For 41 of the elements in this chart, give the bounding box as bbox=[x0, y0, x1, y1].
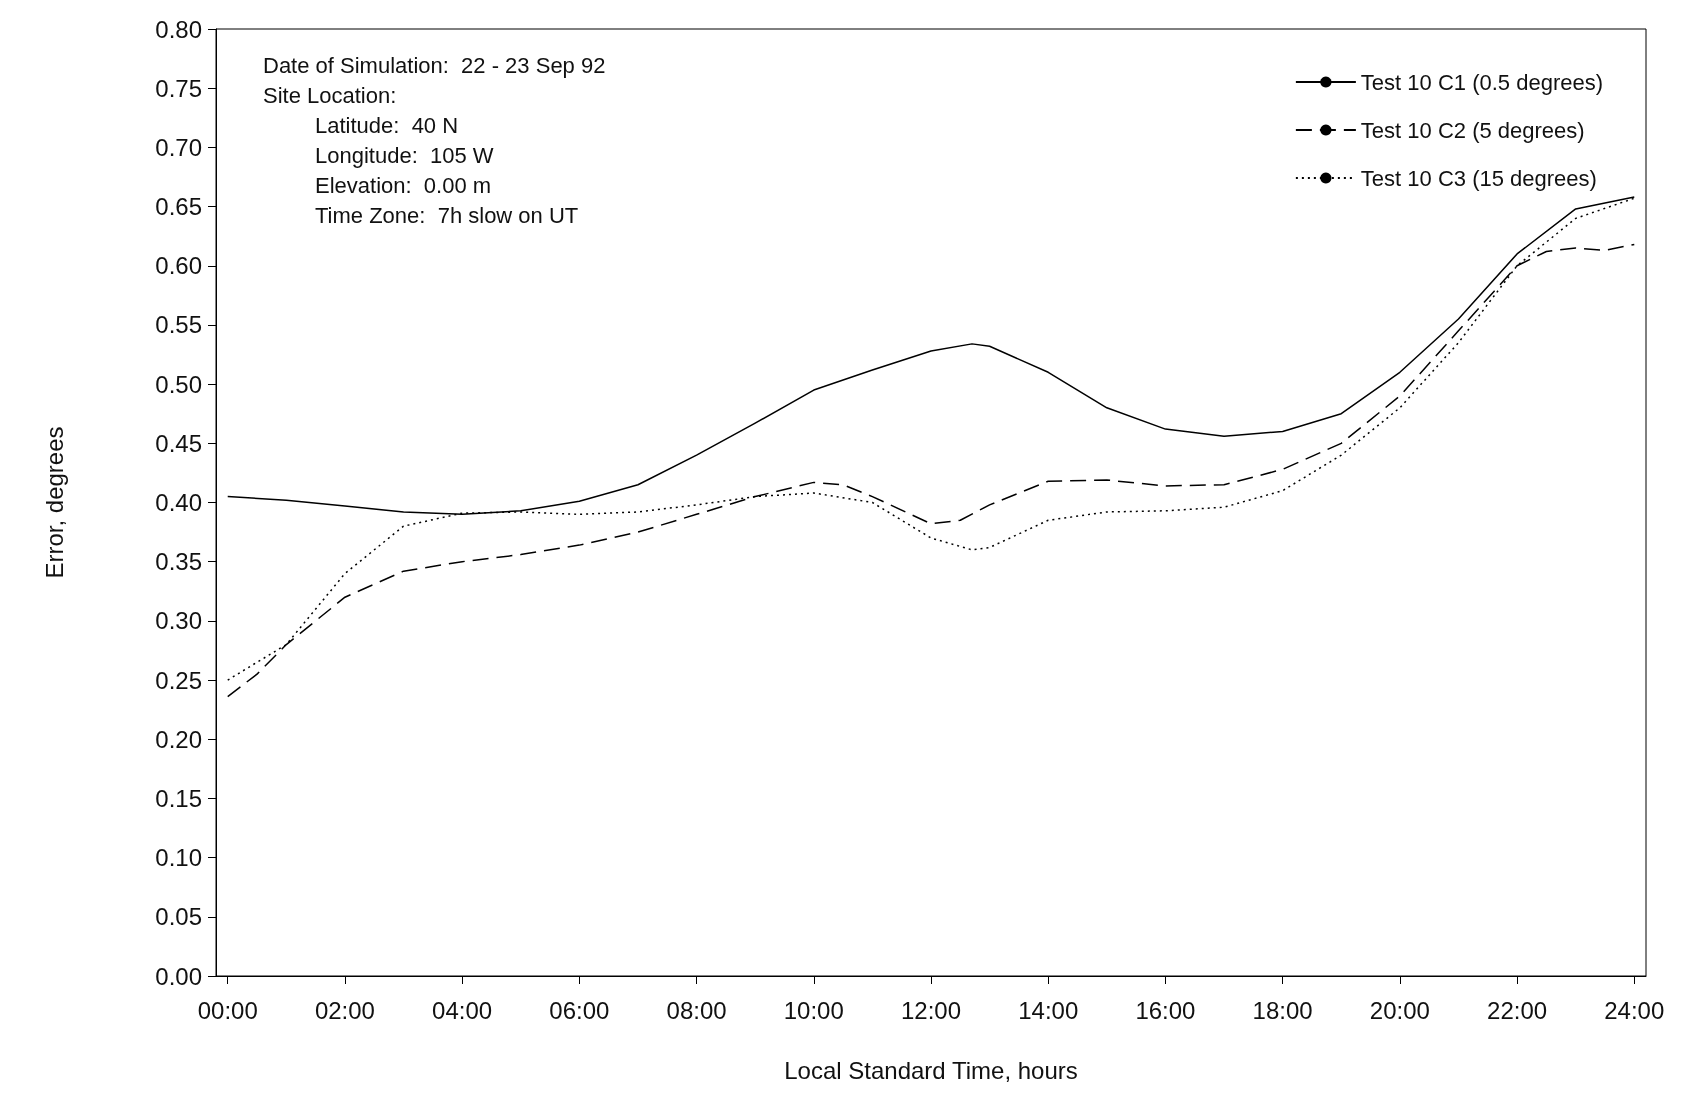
legend-label: Test 10 C1 (0.5 degrees) bbox=[1360, 69, 1604, 95]
legend-label: Test 10 C3 (15 degrees) bbox=[1360, 165, 1597, 191]
annotation: Date of Simulation: 22 - 23 Sep 92 bbox=[263, 52, 606, 78]
x-tick-label: 14:00 bbox=[1018, 996, 1079, 1024]
y-tick-label: 0.35 bbox=[155, 548, 202, 576]
x-tick-label: 12:00 bbox=[900, 996, 962, 1024]
x-tick-label: 04:00 bbox=[432, 996, 493, 1024]
y-tick-label: 0.20 bbox=[155, 725, 202, 753]
y-tick-label: 0.40 bbox=[155, 489, 202, 516]
x-tick-label: 10:00 bbox=[783, 996, 844, 1024]
y-tick-label: 0.60 bbox=[155, 252, 202, 280]
y-tick-label: 0.50 bbox=[155, 370, 202, 398]
y-tick-label: 0.70 bbox=[155, 133, 202, 161]
y-tick-label: 0.75 bbox=[155, 74, 202, 102]
y-tick-label: 0.45 bbox=[155, 429, 202, 457]
x-tick-label: 24:00 bbox=[1604, 996, 1665, 1024]
legend-label: Test 10 C2 (5 degrees) bbox=[1360, 117, 1585, 143]
y-tick-label: 0.00 bbox=[155, 962, 202, 990]
y-tick-label: 0.55 bbox=[155, 311, 202, 339]
y-tick-label: 0.65 bbox=[155, 193, 202, 221]
x-tick-label: 22:00 bbox=[1487, 996, 1548, 1024]
annotation: Elevation: 0.00 m bbox=[315, 172, 492, 198]
x-tick-label: 08:00 bbox=[666, 996, 727, 1024]
y-tick-label: 0.25 bbox=[155, 666, 202, 694]
x-tick-label: 18:00 bbox=[1252, 996, 1313, 1024]
y-tick-label: 0.05 bbox=[155, 903, 202, 931]
x-axis-title: Local Standard Time, hours bbox=[784, 1056, 1078, 1084]
y-tick-label: 0.30 bbox=[155, 607, 202, 635]
x-tick-label: 02:00 bbox=[314, 996, 375, 1024]
annotation: Time Zone: 7h slow on UT bbox=[315, 202, 579, 228]
annotation: Longitude: 105 W bbox=[315, 142, 494, 168]
y-tick-label: 0.10 bbox=[155, 844, 202, 872]
x-tick-label: 00:00 bbox=[197, 996, 258, 1024]
x-tick-label: 06:00 bbox=[549, 996, 610, 1024]
y-tick-label: 0.15 bbox=[155, 784, 202, 812]
x-tick-label: 20:00 bbox=[1369, 996, 1430, 1024]
annotation: Latitude: 40 N bbox=[315, 112, 459, 138]
x-tick-label: 16:00 bbox=[1135, 996, 1196, 1024]
annotation: Site Location: bbox=[263, 82, 397, 108]
y-axis-title: Error, degrees bbox=[40, 426, 68, 579]
y-tick-label: 0.80 bbox=[155, 15, 202, 43]
